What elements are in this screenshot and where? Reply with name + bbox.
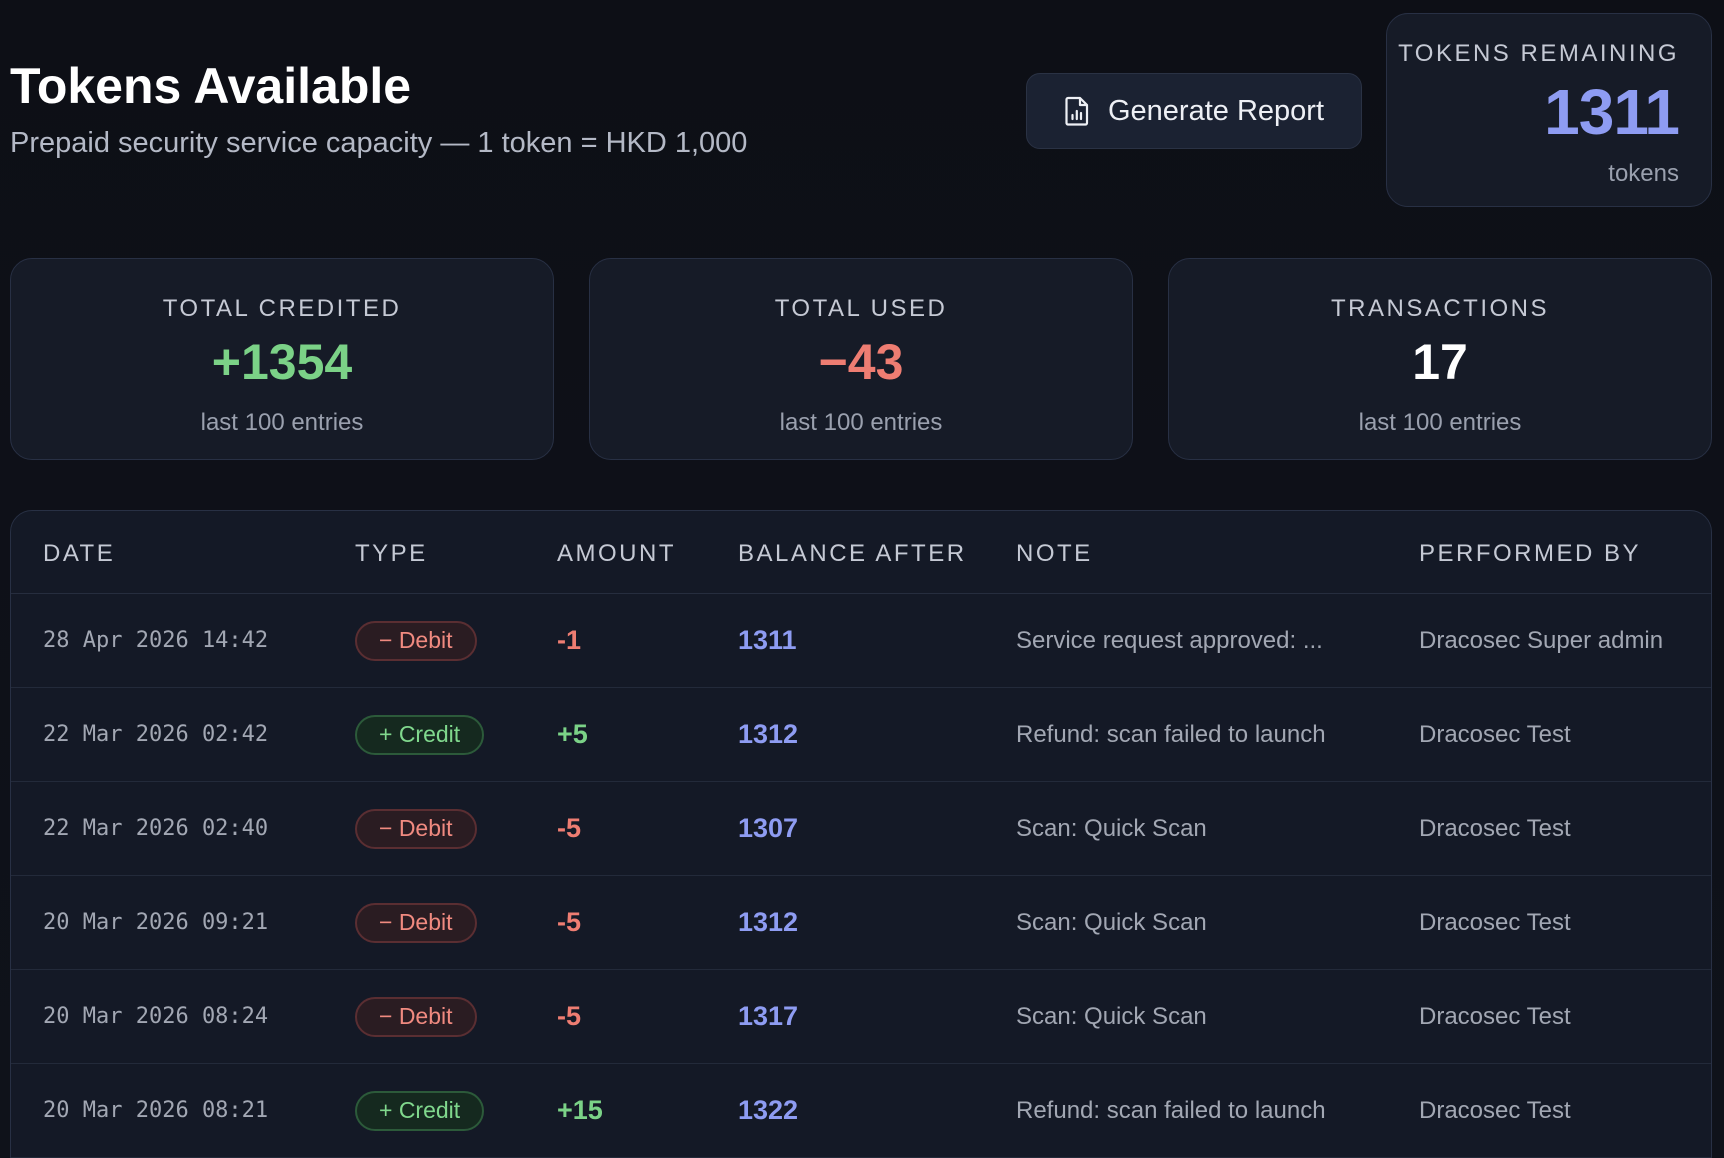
note-cell: Scan: Quick Scan — [1016, 814, 1207, 842]
table-row[interactable]: 20 Mar 2026 08:21 + Credit +15 1322 Refu… — [11, 1064, 1711, 1158]
note-cell: Scan: Quick Scan — [1016, 908, 1207, 936]
stat-label: TRANSACTIONS — [1330, 295, 1549, 322]
tokens-remaining-card: TOKENS REMAINING 1311 tokens — [1386, 13, 1712, 207]
page-subtitle: Prepaid security service capacity — 1 to… — [10, 126, 748, 159]
balance-cell: 1312 — [738, 907, 799, 937]
table-header: DATE TYPE AMOUNT BALANCE AFTER NOTE PERF… — [11, 511, 1711, 594]
column-header-date[interactable]: DATE — [43, 540, 116, 567]
amount-cell: -5 — [557, 1001, 582, 1031]
credit-badge: + Credit — [355, 714, 485, 755]
stat-sub: last 100 entries — [779, 409, 943, 436]
total-used-card: TOTAL USED −43 last 100 entries — [589, 258, 1133, 460]
amount-cell: +5 — [557, 719, 588, 749]
performed-by-cell: Dracosec Test — [1419, 814, 1571, 842]
stat-sub: last 100 entries — [1358, 409, 1522, 436]
date-cell: 20 Mar 2026 08:24 — [43, 1004, 269, 1029]
total-credited-card: TOTAL CREDITED +1354 last 100 entries — [10, 258, 554, 460]
tokens-remaining-unit: tokens — [1608, 160, 1679, 187]
date-cell: 22 Mar 2026 02:42 — [43, 722, 269, 747]
total-used-value: −43 — [818, 334, 904, 390]
stat-label: TOTAL USED — [774, 295, 948, 322]
performed-by-cell: Dracosec Test — [1419, 908, 1571, 936]
amount-cell: -1 — [557, 625, 582, 655]
generate-report-button[interactable]: Generate Report — [1026, 73, 1362, 149]
performed-by-cell: Dracosec Test — [1419, 1002, 1571, 1030]
table-row[interactable]: 20 Mar 2026 08:24 − Debit -5 1317 Scan: … — [11, 970, 1711, 1064]
note-cell: Service request approved: ... — [1016, 626, 1323, 654]
transactions-card: TRANSACTIONS 17 last 100 entries — [1168, 258, 1712, 460]
balance-cell: 1307 — [738, 813, 799, 843]
table-row[interactable]: 22 Mar 2026 02:42 + Credit +5 1312 Refun… — [11, 688, 1711, 782]
page-title: Tokens Available — [10, 58, 412, 114]
tokens-remaining-label: TOKENS REMAINING — [1398, 40, 1679, 67]
date-cell: 20 Mar 2026 09:21 — [43, 910, 269, 935]
performed-by-cell: Dracosec Super admin — [1419, 626, 1664, 654]
page-header: Tokens Available Prepaid security servic… — [10, 58, 747, 160]
balance-cell: 1317 — [738, 1001, 799, 1031]
performed-by-cell: Dracosec Test — [1419, 720, 1571, 748]
debit-badge: − Debit — [355, 808, 477, 849]
column-header-amount[interactable]: AMOUNT — [557, 540, 676, 567]
note-cell: Scan: Quick Scan — [1016, 1002, 1207, 1030]
performed-by-cell: Dracosec Test — [1419, 1096, 1571, 1124]
transactions-table: DATE TYPE AMOUNT BALANCE AFTER NOTE PERF… — [10, 510, 1712, 1158]
credit-badge: + Credit — [355, 1090, 485, 1131]
table-row[interactable]: 22 Mar 2026 02:40 − Debit -5 1307 Scan: … — [11, 782, 1711, 876]
stat-label: TOTAL CREDITED — [162, 295, 402, 322]
note-cell: Refund: scan failed to launch — [1016, 720, 1326, 748]
amount-cell: +15 — [557, 1095, 603, 1125]
balance-cell: 1312 — [738, 719, 799, 749]
stat-sub: last 100 entries — [200, 409, 364, 436]
transactions-value: 17 — [1412, 334, 1468, 390]
total-credited-value: +1354 — [211, 334, 353, 390]
tokens-remaining-value: 1311 — [1544, 76, 1680, 148]
column-header-type[interactable]: TYPE — [355, 540, 428, 567]
table-row[interactable]: 28 Apr 2026 14:42 − Debit -1 1311 Servic… — [11, 594, 1711, 688]
column-header-note[interactable]: NOTE — [1016, 540, 1093, 567]
debit-badge: − Debit — [355, 902, 477, 943]
column-header-balance-after[interactable]: BALANCE AFTER — [738, 540, 967, 567]
generate-report-label: Generate Report — [1107, 94, 1324, 127]
table-row[interactable]: 20 Mar 2026 09:21 − Debit -5 1312 Scan: … — [11, 876, 1711, 970]
balance-cell: 1322 — [738, 1095, 799, 1125]
amount-cell: -5 — [557, 907, 582, 937]
note-cell: Refund: scan failed to launch — [1016, 1096, 1326, 1124]
date-cell: 22 Mar 2026 02:40 — [43, 816, 269, 841]
column-header-performed-by[interactable]: PERFORMED BY — [1419, 540, 1642, 567]
balance-cell: 1311 — [738, 625, 797, 655]
debit-badge: − Debit — [355, 996, 477, 1037]
report-document-icon — [1064, 96, 1090, 126]
amount-cell: -5 — [557, 813, 582, 843]
date-cell: 28 Apr 2026 14:42 — [43, 628, 269, 653]
debit-badge: − Debit — [355, 620, 477, 661]
date-cell: 20 Mar 2026 08:21 — [43, 1098, 269, 1123]
